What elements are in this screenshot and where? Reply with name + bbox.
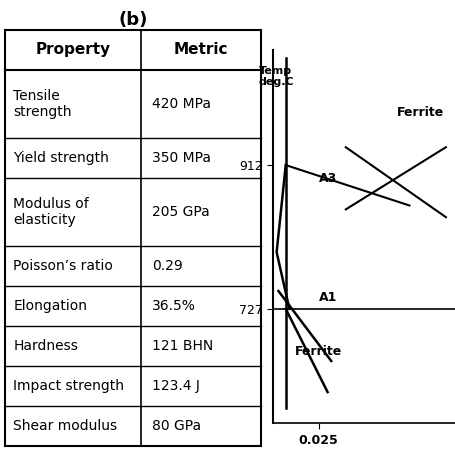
Text: 80 GPa: 80 GPa [152, 419, 201, 433]
Text: 205 GPa: 205 GPa [152, 205, 209, 219]
Text: Metric: Metric [174, 42, 228, 57]
Text: Shear modulus: Shear modulus [13, 419, 117, 433]
Text: Impact strength: Impact strength [13, 379, 124, 393]
Text: Modulus of
elasticity: Modulus of elasticity [13, 197, 89, 227]
Text: 36.5%: 36.5% [152, 299, 196, 313]
Text: Hardness: Hardness [13, 339, 78, 353]
Text: 420 MPa: 420 MPa [152, 96, 211, 111]
Text: A1: A1 [318, 291, 337, 304]
Text: A3: A3 [318, 172, 337, 185]
Text: Elongation: Elongation [13, 299, 87, 313]
Text: Property: Property [35, 42, 111, 57]
Text: Ferrite: Ferrite [295, 345, 342, 358]
Text: Ferrite: Ferrite [397, 106, 444, 119]
Text: Poisson’s ratio: Poisson’s ratio [13, 259, 113, 273]
Text: Tensile
strength: Tensile strength [13, 89, 72, 119]
Text: 350 MPa: 350 MPa [152, 151, 211, 165]
Text: Yield strength: Yield strength [13, 151, 109, 165]
Text: (b): (b) [118, 11, 148, 30]
Text: Temp
deg.C: Temp deg.C [258, 66, 294, 87]
Text: 123.4 J: 123.4 J [152, 379, 200, 393]
Text: 121 BHN: 121 BHN [152, 339, 213, 353]
Text: 0.29: 0.29 [152, 259, 182, 273]
